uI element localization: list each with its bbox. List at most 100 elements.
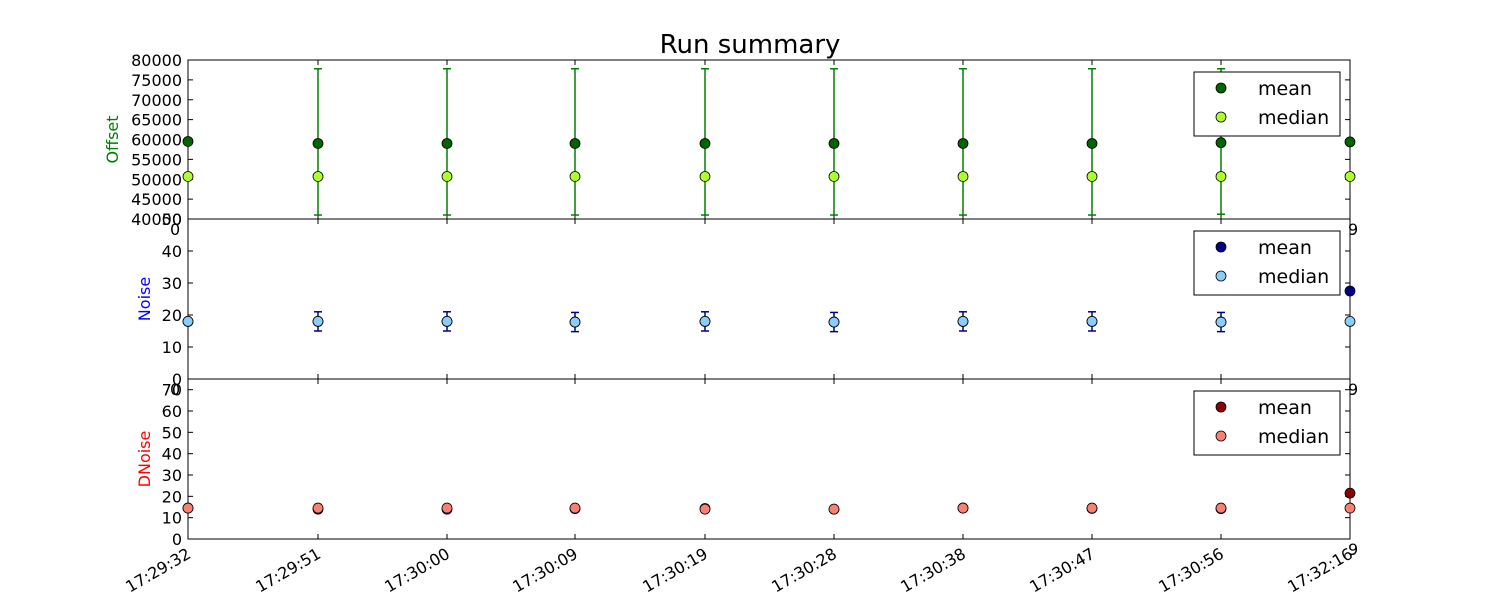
data-point-mean xyxy=(1215,137,1227,149)
x-tick-label: 17:30:00 xyxy=(381,544,453,596)
y-tick-label: 70000 xyxy=(131,91,182,110)
data-point-median xyxy=(1344,502,1356,514)
x-tick-label: 17:30:38 xyxy=(897,544,969,596)
legend-marker xyxy=(1215,82,1227,94)
data-point-median xyxy=(699,503,711,515)
x-tick-label: 17:30:47 xyxy=(1026,544,1098,596)
y-tick-label: 70 xyxy=(162,381,182,400)
data-point-median xyxy=(1344,315,1356,327)
x-tick-label: 17:30:09 xyxy=(509,544,581,596)
y-tick-label: 30 xyxy=(162,466,182,485)
legend-marker xyxy=(1215,430,1227,442)
data-point-mean xyxy=(957,138,969,149)
data-point-mean xyxy=(441,138,453,149)
data-point-mean xyxy=(1344,285,1356,297)
data-point-median xyxy=(441,171,453,182)
data-point-median xyxy=(182,171,194,182)
y-tick-label: 40000 xyxy=(131,210,182,229)
y-tick-label: 55000 xyxy=(131,150,182,169)
legend-label: median xyxy=(1258,107,1329,129)
data-point-median xyxy=(1215,316,1227,328)
y-tick-label: 10 xyxy=(162,338,182,357)
data-point-median xyxy=(1344,171,1356,182)
data-point-median xyxy=(699,171,711,182)
chart-title: Run summary xyxy=(659,30,841,60)
axes-frame xyxy=(187,218,1351,380)
y-tick-label: 50000 xyxy=(131,170,182,189)
y-tick-label: 50 xyxy=(162,423,182,442)
legend-label: mean xyxy=(1258,237,1312,259)
y-tick-label: 40 xyxy=(162,242,182,261)
y-axis-label: Noise xyxy=(135,277,154,321)
data-point-median xyxy=(1086,171,1098,182)
x-tick-label: 17:29:51 xyxy=(252,544,324,596)
data-point-median xyxy=(957,315,969,327)
y-tick-label: 45000 xyxy=(131,190,182,209)
data-point-median xyxy=(1086,502,1098,514)
y-axis-label: Offset xyxy=(103,115,122,163)
data-point-mean xyxy=(699,138,711,149)
overlap-tick-label: 0 xyxy=(170,380,180,399)
data-point-median xyxy=(1215,171,1227,182)
legend-label: median xyxy=(1258,266,1329,288)
legend-box xyxy=(1193,71,1341,137)
data-point-mean xyxy=(828,138,840,149)
data-point-median xyxy=(569,316,581,328)
data-point-median xyxy=(957,171,969,182)
y-tick-label: 20 xyxy=(162,306,182,325)
legend-marker xyxy=(1215,241,1227,253)
data-point-median xyxy=(569,171,581,182)
y-tick-label: 10 xyxy=(162,509,182,528)
y-tick-label: 40 xyxy=(162,445,182,464)
data-point-median xyxy=(312,502,324,514)
data-point-median xyxy=(312,315,324,327)
overlap-tick-label: 9 xyxy=(1348,540,1358,559)
axes-frame xyxy=(187,378,1351,540)
x-tick-label: 17:30:19 xyxy=(639,544,711,596)
x-tick-label: 17:30:56 xyxy=(1155,544,1227,596)
data-point-mean xyxy=(1344,487,1356,499)
data-point-mean xyxy=(312,138,324,149)
y-tick-label: 30 xyxy=(162,274,182,293)
data-point-median xyxy=(441,315,453,327)
y-tick-label: 20 xyxy=(162,487,182,506)
panel-offset: 4000045000500005500060000650007000075000… xyxy=(103,51,1358,239)
data-point-median xyxy=(312,171,324,182)
legend-marker xyxy=(1215,401,1227,413)
y-axis-label: DNoise xyxy=(135,431,154,488)
panel-noise: 0 10 20 30 40 0 9 Noise mean median xyxy=(135,218,1358,399)
legend-label: median xyxy=(1258,426,1329,448)
data-point-mean xyxy=(182,136,194,147)
y-tick-label: 60 xyxy=(162,402,182,421)
data-point-median xyxy=(1215,502,1227,514)
y-tick-label: 80000 xyxy=(131,51,182,70)
data-point-median xyxy=(182,315,194,327)
data-point-median xyxy=(569,502,581,514)
x-tick-label: 17:29:32 xyxy=(122,544,194,596)
y-tick-label: 65000 xyxy=(131,111,182,130)
legend-marker xyxy=(1215,270,1227,282)
y-tick-label: 0 xyxy=(172,370,182,389)
panel-dnoise: 0 10 20 30 40 50 60 70 9 DNoise mean median xyxy=(135,378,1358,559)
data-point-median xyxy=(828,171,840,182)
overlap-tick-label: 0 xyxy=(170,220,180,239)
y-tick-label: 75000 xyxy=(131,71,182,90)
legend-marker xyxy=(1215,111,1227,123)
data-point-median xyxy=(182,502,194,514)
overlap-tick-label: 50 xyxy=(162,210,182,229)
y-tick-label: 60000 xyxy=(131,131,182,150)
legend-label: mean xyxy=(1258,78,1312,100)
axes-frame xyxy=(187,59,1351,220)
data-point-median xyxy=(828,503,840,515)
data-point-median xyxy=(957,502,969,514)
data-point-mean xyxy=(569,138,581,149)
data-point-mean xyxy=(1344,136,1356,148)
data-point-median xyxy=(699,315,711,327)
overlap-tick-label: 9 xyxy=(1348,220,1358,239)
legend-box xyxy=(1193,230,1341,296)
x-tick-label: 17:32:16 xyxy=(1284,544,1356,596)
x-tick-label: 17:30:28 xyxy=(768,544,840,596)
data-point-mean xyxy=(1086,138,1098,149)
data-point-median xyxy=(441,502,453,514)
